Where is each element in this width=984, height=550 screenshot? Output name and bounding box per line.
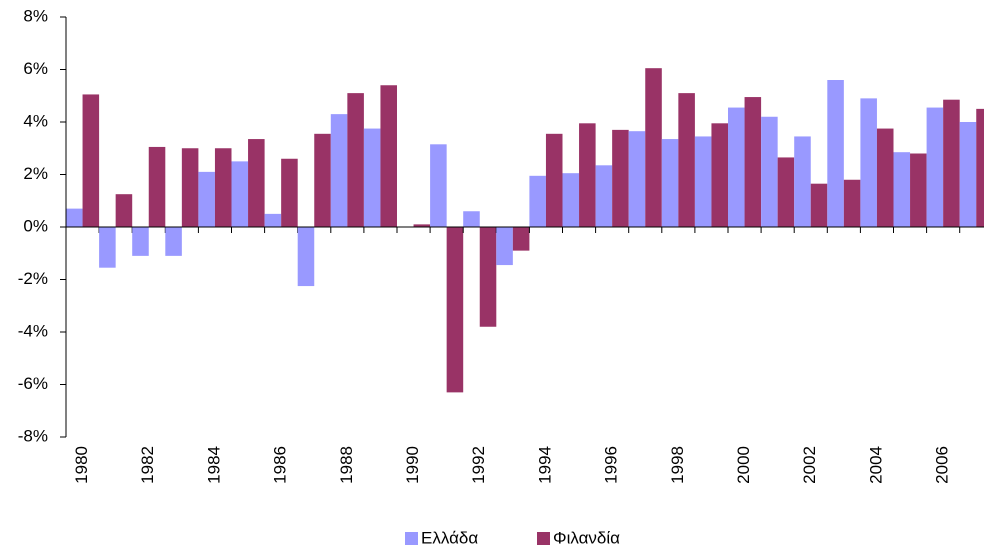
bar <box>860 98 877 227</box>
bar <box>248 139 265 227</box>
bar <box>148 146 166 227</box>
bar <box>728 107 745 227</box>
x-tick-label: 1986 <box>271 446 290 484</box>
bar <box>463 211 480 227</box>
bar <box>496 227 513 266</box>
bar <box>678 93 695 227</box>
bar <box>545 133 563 227</box>
bar <box>446 227 464 393</box>
bar <box>910 153 927 227</box>
bar <box>66 208 83 227</box>
x-tick-label: 1998 <box>668 446 687 484</box>
bar <box>281 158 298 227</box>
legend-swatch <box>405 532 418 545</box>
bar <box>959 122 977 227</box>
x-tick-label: 1996 <box>602 446 621 484</box>
bar <box>943 99 960 227</box>
x-tick-label: 2004 <box>866 446 885 484</box>
bar <box>694 136 712 227</box>
bar <box>661 139 679 227</box>
bar <box>744 97 762 227</box>
bar <box>562 173 580 227</box>
bar <box>876 128 894 227</box>
bar <box>810 183 828 227</box>
bar <box>231 161 249 227</box>
x-tick-label: 1994 <box>535 446 554 484</box>
bar <box>529 175 546 227</box>
x-tick-label: 2006 <box>933 446 952 484</box>
bar <box>198 171 215 227</box>
bar <box>181 148 199 227</box>
bar <box>297 227 315 287</box>
bar <box>165 227 182 256</box>
bar <box>976 108 984 227</box>
bar <box>612 129 629 227</box>
bar <box>761 116 778 227</box>
y-tick-label: -8% <box>18 426 48 445</box>
bar <box>645 68 662 227</box>
bar <box>99 227 116 268</box>
x-tick-label: 2000 <box>734 446 753 484</box>
y-tick-label: 0% <box>23 216 48 235</box>
x-tick-label: 1992 <box>469 446 488 484</box>
bar <box>777 157 795 227</box>
bar <box>82 94 100 227</box>
y-tick-label: -2% <box>18 269 48 288</box>
x-tick-label: 1988 <box>337 446 356 484</box>
legend-label: Ελλάδα <box>421 528 478 547</box>
x-tick-label: 1982 <box>138 446 157 484</box>
x-tick-label: 2002 <box>800 446 819 484</box>
legend-label: Φιλανδία <box>553 528 620 547</box>
bar <box>579 123 596 227</box>
bar <box>628 131 646 227</box>
bar <box>595 165 613 227</box>
y-tick-label: -6% <box>18 374 48 393</box>
x-tick-label: 1980 <box>72 446 91 484</box>
bar <box>512 227 530 251</box>
bar <box>843 179 861 227</box>
bar <box>214 148 232 227</box>
x-tick-label: 1984 <box>204 446 223 484</box>
bar <box>330 114 348 227</box>
bar <box>363 128 381 227</box>
bar <box>347 93 364 227</box>
bar <box>115 194 133 227</box>
y-tick-label: 8% <box>23 6 48 25</box>
bar <box>132 227 149 256</box>
bar <box>479 227 497 327</box>
y-tick-label: 2% <box>23 164 48 183</box>
legend-swatch <box>537 532 550 545</box>
bar <box>827 80 844 227</box>
bar <box>430 144 447 227</box>
bar <box>413 224 431 227</box>
bar <box>711 123 728 227</box>
x-tick-label: 1990 <box>403 446 422 484</box>
bar <box>893 152 911 227</box>
bar <box>926 107 944 227</box>
bar <box>264 213 282 227</box>
y-tick-label: 4% <box>23 111 48 130</box>
y-tick-label: -4% <box>18 321 48 340</box>
bar <box>794 136 811 227</box>
y-tick-label: 6% <box>23 59 48 78</box>
bar <box>380 85 397 227</box>
bar <box>314 133 331 227</box>
